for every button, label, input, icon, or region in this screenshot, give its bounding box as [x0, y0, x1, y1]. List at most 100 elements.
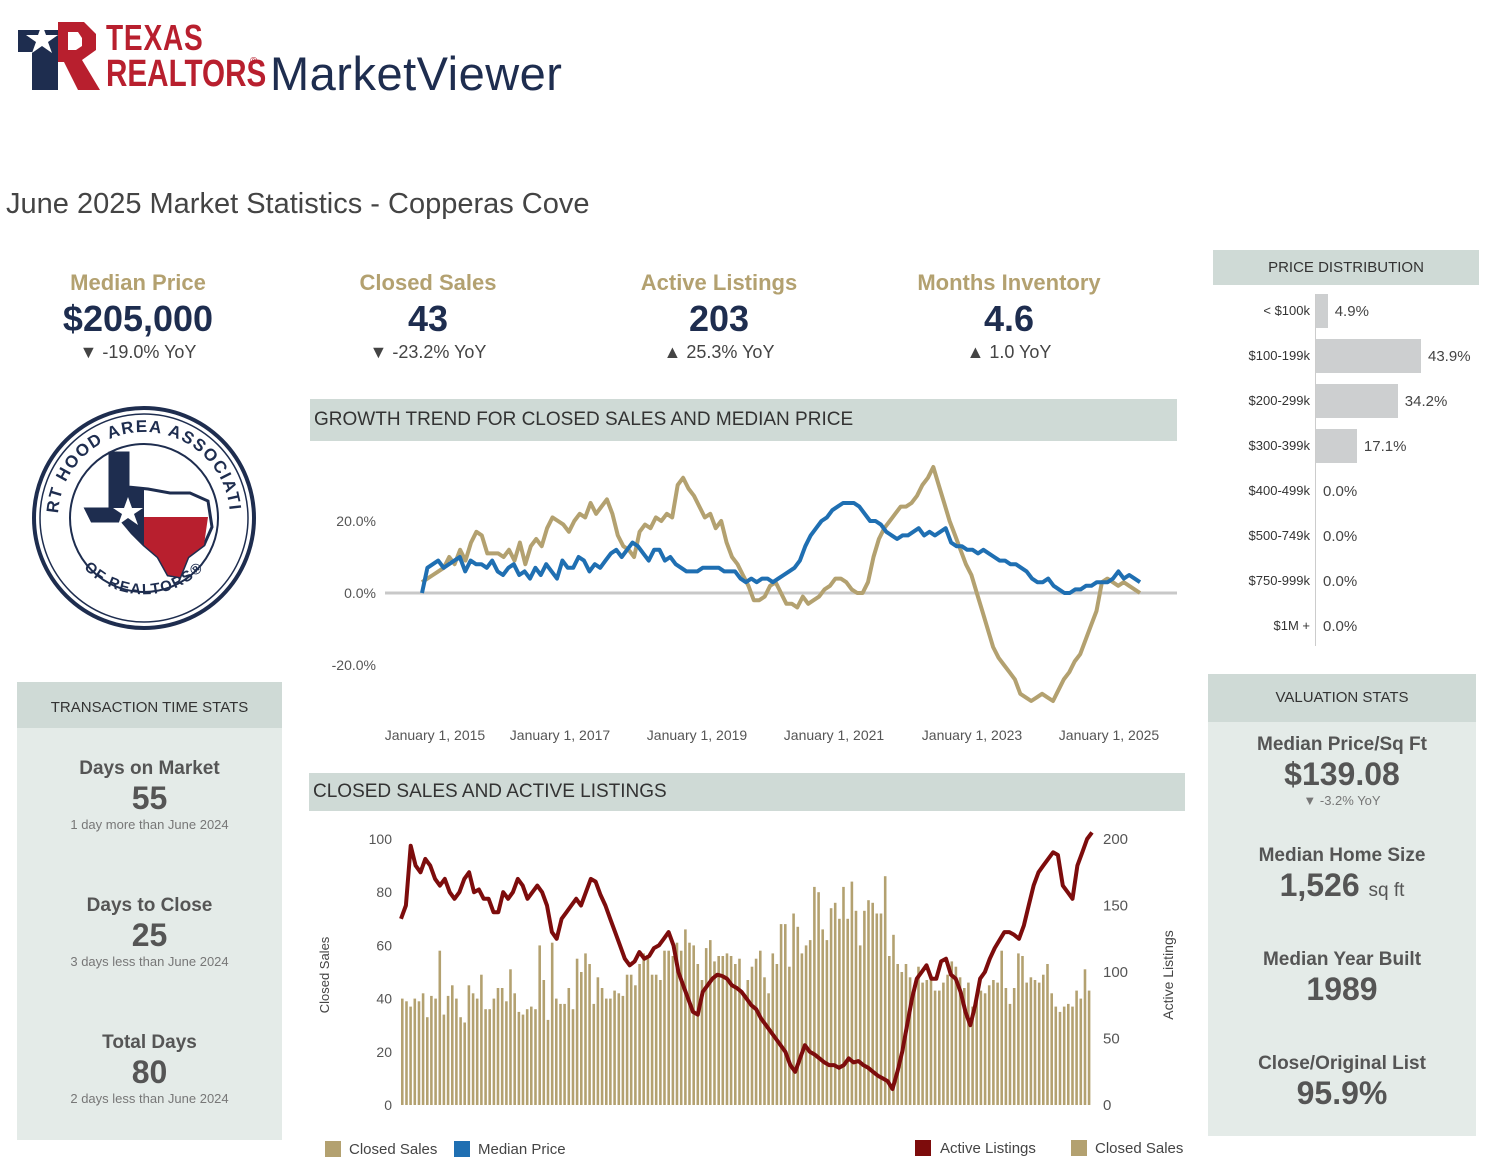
closed-sales-bar: [621, 995, 625, 1105]
closed-sales-bar: [821, 929, 824, 1105]
closed-sales-bar: [1046, 964, 1049, 1105]
right-axis-tick-label: 150: [1103, 898, 1128, 915]
closed-sales-bar: [1012, 988, 1016, 1105]
closed-sales-bar: [542, 980, 546, 1105]
closed-sales-bar: [746, 980, 750, 1105]
closed-sales-bar: [596, 977, 600, 1105]
kpi-change: ▼ -23.2% YoY: [369, 342, 487, 362]
closed-sales-bar: [1067, 1003, 1070, 1105]
kpi-months-inventory: Months Inventory 4.6 ▲ 1.0 YoY: [889, 270, 1129, 363]
right-axis-tick-label: 50: [1103, 1031, 1120, 1048]
kpi-label: Months Inventory: [917, 270, 1101, 295]
left-axis-tick-label: 0: [384, 1097, 392, 1113]
price-bucket-label: $750-999k: [1248, 573, 1310, 588]
closed-sales-bar: [559, 1003, 562, 1105]
closed-sales-bar: [933, 990, 937, 1105]
closed-sales-bar: [913, 985, 916, 1105]
stat-label: Median Price/Sq Ft: [1257, 734, 1427, 755]
kpi-value: 203: [688, 298, 750, 339]
price-bucket-label: $100-199k: [1248, 348, 1310, 363]
closed-sales-bar: [992, 980, 995, 1105]
closed-sales-bar: [438, 950, 442, 1105]
valuation-stats-panel: [1208, 674, 1476, 1136]
closed-sales-bar: [804, 945, 808, 1105]
closed-sales-bar: [650, 974, 654, 1105]
texas-realtors-logo-icon: [18, 22, 100, 90]
legend-swatch-active-listings: [915, 1140, 931, 1156]
closed-sales-bar: [788, 966, 791, 1105]
closed-sales-bar: [634, 985, 637, 1105]
left-axis-tick-label: 20: [376, 1044, 392, 1060]
price-bucket-percent: 0.0%: [1323, 573, 1358, 590]
closed-sales-bar: [513, 993, 516, 1105]
closed-sales-bar: [754, 958, 758, 1105]
fort-hood-association-seal-icon: FORT HOOD AREA ASSOCIATION OF REALTORS®: [30, 405, 256, 630]
closed-sales-bar: [713, 961, 716, 1105]
closed-sales-bar: [963, 988, 966, 1105]
closed-sales-bar: [954, 966, 958, 1105]
closed-sales-bar: [546, 1019, 550, 1105]
days-on-market-stat: Days on Market 55 1 day more than June 2…: [17, 758, 282, 832]
closed-sales-bar: [638, 964, 641, 1105]
closed-sales-bar: [842, 886, 845, 1105]
y-axis-tick-label: 20.0%: [336, 513, 376, 529]
closed-sales-bar: [925, 980, 929, 1105]
closed-sales-bar: [987, 985, 991, 1105]
closed-sales-bar: [426, 1017, 429, 1105]
kpi-label: Active Listings: [640, 270, 798, 295]
median-home-size-stat: Median Home Size 1,526 sq ft: [1208, 845, 1476, 904]
closed-sales-bar: [1017, 953, 1020, 1105]
closed-sales-bar: [430, 995, 433, 1105]
closed-sales-bar: [767, 993, 770, 1105]
closed-sales-bar: [846, 918, 849, 1105]
closed-sales-bar: [729, 956, 733, 1105]
closed-sales-bar: [588, 964, 591, 1105]
closed-sales-bar: [1021, 956, 1024, 1105]
growth-trend-chart: 20.0% 0.0% -20.0% January 1, 2015 January 1,…: [332, 465, 1177, 743]
closed-sales-bar: [492, 998, 496, 1105]
closed-sales-growth-line: [420, 465, 1142, 703]
legend-label-median-price: Median Price: [478, 1141, 566, 1158]
closed-sales-bar: [892, 934, 895, 1105]
legend-swatch-closed-sales: [325, 1141, 341, 1157]
median-price-sqft-stat: Median Price/Sq Ft $139.08 ▼ -3.2% YoY: [1208, 734, 1476, 808]
closed-sales-bar: [679, 950, 683, 1105]
closed-sales-bar: [567, 988, 571, 1105]
left-axis-tick-label: 100: [369, 831, 393, 847]
closed-sales-bar: [413, 998, 417, 1105]
x-axis-tick-label: January 1, 2017: [510, 727, 611, 743]
closed-sales-bar: [967, 982, 970, 1105]
closed-sales-bar: [659, 980, 662, 1105]
stat-unit: sq ft: [1368, 880, 1405, 901]
closed-sales-bar: [950, 961, 954, 1105]
left-axis-tick-label: 80: [376, 884, 392, 900]
median-year-built-stat: Median Year Built 1989: [1208, 949, 1476, 1008]
kpi-value: 43: [407, 298, 449, 339]
closed-sales-bar: [921, 982, 924, 1105]
closed-sales-bar: [833, 902, 837, 1105]
logo-realtors-text: REALTORS: [106, 53, 267, 95]
closed-sales-bar: [646, 956, 650, 1105]
closed-sales-bar: [717, 956, 720, 1105]
closed-sales-bar: [625, 974, 629, 1105]
closed-sales-bar: [742, 993, 745, 1105]
transaction-stats-title: TRANSACTION TIME STATS: [17, 682, 282, 728]
closed-sales-bar: [571, 1009, 575, 1105]
kpi-value: 4.6: [983, 298, 1035, 339]
logo-texas-text: TEXAS: [106, 17, 204, 58]
closed-sales-bar: [709, 940, 712, 1105]
price-bucket-percent: 17.1%: [1363, 438, 1407, 455]
price-bucket-bar: [1316, 294, 1328, 328]
legend-label-closed-sales-2: Closed Sales: [1095, 1140, 1184, 1157]
kpi-change: ▼ -19.0% YoY: [79, 342, 197, 362]
closed-sales-bar: [463, 1022, 466, 1105]
closed-sales-bar: [617, 993, 621, 1105]
closed-sales-bar: [1071, 1006, 1074, 1105]
closed-sales-bar: [1083, 969, 1087, 1105]
closed-sales-bar: [938, 990, 941, 1105]
closed-sales-bar: [738, 958, 741, 1105]
closed-sales-bar: [471, 993, 475, 1105]
closed-sales-bar: [808, 940, 812, 1105]
closed-sales-bar: [700, 980, 704, 1105]
closed-sales-bar: [900, 972, 904, 1105]
